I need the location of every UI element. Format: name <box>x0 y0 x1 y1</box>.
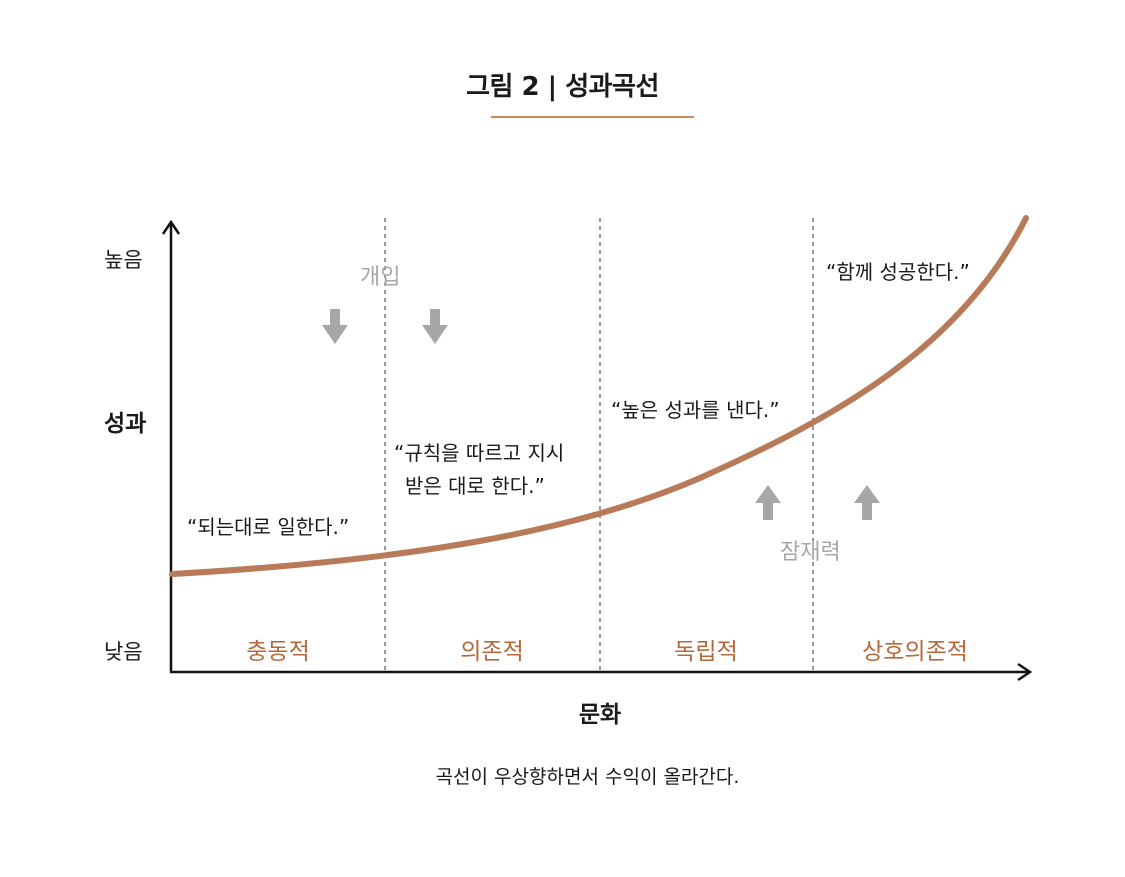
stage-label-dependent: 의존적 <box>460 639 524 665</box>
quote-dependent-line1: “규칙을 따르고 지시 <box>394 441 565 465</box>
intervention-label: 개입 <box>360 265 401 290</box>
performance-curve <box>169 215 1029 577</box>
stage-label-impulsive: 충동적 <box>246 639 310 665</box>
y-axis-arrowhead <box>161 219 181 235</box>
y-axis-high-label: 높음 <box>104 248 143 272</box>
title-underline <box>491 116 694 118</box>
y-axis-low-label: 낮음 <box>104 640 143 664</box>
figure-caption: 곡선이 우상향하면서 수익이 올라간다. <box>435 766 740 788</box>
x-axis-title: 문화 <box>578 702 622 728</box>
quote-impulsive: “되는대로 일한다.” <box>187 515 350 539</box>
quote-interdependent: “함께 성공한다.” <box>826 260 970 284</box>
quote-independent: “높은 성과를 낸다.” <box>611 398 780 422</box>
stage-label-interdependent: 상호의존적 <box>862 639 968 665</box>
up-arrow-icon <box>755 485 781 520</box>
up-arrow-icon <box>854 485 880 520</box>
quote-dependent-line2: 받은 대로 한다.” <box>405 474 545 498</box>
figure-title: 그림 2 | 성과곡선 <box>466 72 659 102</box>
potential-label: 잠재력 <box>780 540 841 565</box>
y-axis-title: 성과 <box>104 411 147 437</box>
stage-label-independent: 독립적 <box>674 639 738 665</box>
down-arrow-icon <box>422 309 448 344</box>
down-arrow-icon <box>322 309 348 344</box>
x-axis-arrowhead <box>1017 662 1033 682</box>
